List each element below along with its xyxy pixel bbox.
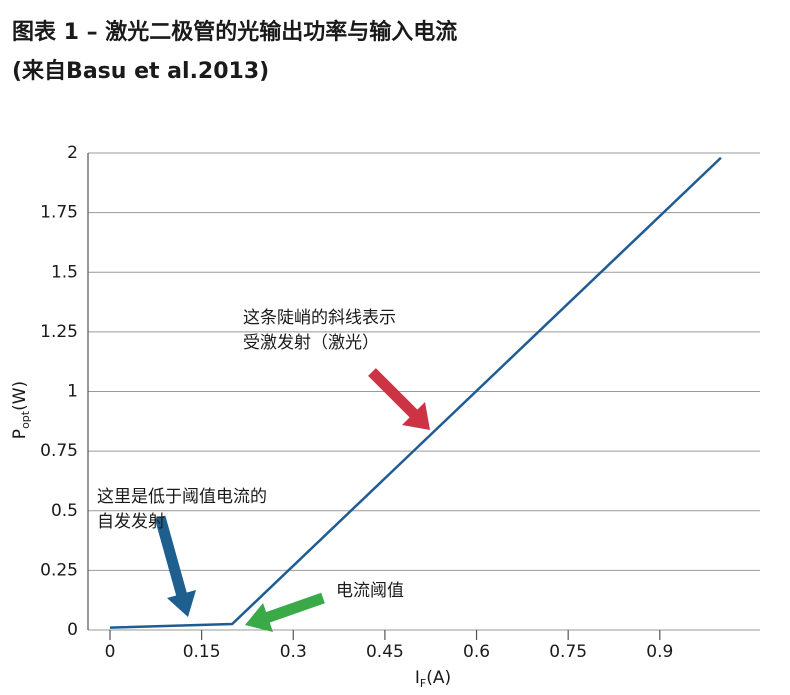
annotation: 这条陡峭的斜线表示: [243, 308, 396, 328]
chart-title: 图表 1 – 激光二极管的光输出功率与输入电流: [12, 19, 457, 45]
y-label-sub: opt: [19, 410, 32, 429]
x-tick-label: 0.15: [183, 642, 221, 662]
x-tick-label: 0.9: [646, 642, 673, 662]
x-tick-label: 0.3: [280, 642, 307, 662]
x-axis-label: IF(A): [415, 668, 451, 690]
y-tick-label: 1: [67, 382, 78, 402]
y-tick-label: 0.25: [40, 560, 78, 580]
y-tick-label: 1.75: [40, 203, 78, 223]
x-label-unit: (A): [426, 668, 451, 688]
y-tick-label: 0.5: [51, 501, 78, 521]
arrow-red: [368, 368, 430, 430]
x-label-sub: F: [420, 677, 426, 690]
annotation: 这里是低于阈值电流的: [97, 487, 267, 507]
x-tick-label: 0: [105, 642, 116, 662]
x-tick-label: 0.45: [366, 642, 404, 662]
y-tick-label: 1.25: [40, 322, 78, 342]
x-tick-label: 0.6: [463, 642, 490, 662]
y-tick-label: 1.5: [51, 262, 78, 282]
y-axis-label: Popt(W): [10, 381, 32, 439]
annotation: 电流阈值: [336, 581, 404, 601]
x-label-main: I: [415, 668, 420, 688]
y-label-main: P: [10, 429, 30, 439]
y-tick-label: 0.75: [40, 441, 78, 461]
x-tick-label: 0.75: [549, 642, 587, 662]
arrow-green: [245, 592, 325, 632]
y-tick-label: 2: [67, 143, 78, 163]
chart-title: (来自Basu et al.2013): [12, 58, 269, 84]
line: [109, 156, 722, 629]
grid: [88, 152, 760, 631]
annotation: 自发发射: [97, 512, 165, 532]
arrow-blue: [154, 515, 196, 617]
annotation: 受激发射（激光）: [243, 333, 379, 353]
y-label-unit: (W): [10, 381, 30, 411]
y-tick-label: 0: [67, 620, 78, 640]
